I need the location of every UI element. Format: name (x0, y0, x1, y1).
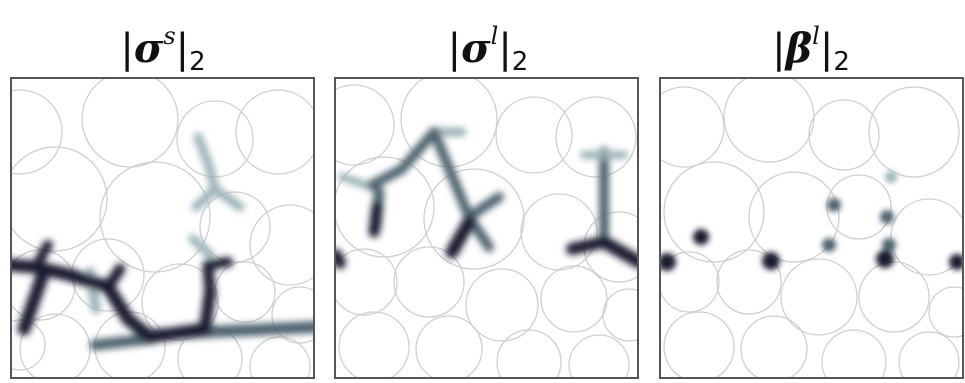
stress-chain (63, 268, 115, 294)
bond-marker (876, 250, 894, 268)
bond-marker (949, 254, 964, 270)
stress-chain (188, 234, 215, 260)
title-symbol: σ (461, 25, 491, 72)
panel-beta-l (659, 77, 964, 379)
panel-sigma-l (334, 77, 639, 379)
panel-title-beta-l: |βl|2 (772, 22, 850, 77)
packing-circles (334, 77, 639, 379)
stress-chain (397, 127, 439, 174)
bond-marker (885, 171, 897, 183)
stress-chain (367, 164, 407, 190)
title-symbol: σ (133, 25, 164, 72)
bond-marker (880, 210, 894, 224)
bond-marker (822, 238, 836, 252)
bond-marker (882, 238, 896, 252)
stress-chain (203, 257, 233, 270)
stress-chain (597, 235, 639, 269)
panel-frame (659, 77, 964, 379)
bond-marker (827, 198, 841, 212)
stress-chain (143, 322, 212, 344)
stress-chain (334, 249, 346, 269)
stress-chain (35, 240, 53, 264)
title-subscript: 2 (189, 47, 206, 77)
panel-title-sigma-l: |σl|2 (447, 22, 529, 77)
stress-chain (193, 132, 213, 168)
title-superscript: s (163, 22, 176, 50)
stress-chain (368, 201, 383, 238)
panel-frame (334, 77, 639, 379)
stress-chain (445, 215, 476, 259)
panel-title-sigma-s: |σs|2 (120, 22, 206, 77)
title-superscript: l (490, 22, 499, 50)
stress-chain (464, 192, 504, 222)
panel-frame (10, 77, 315, 379)
stress-chain (17, 270, 49, 336)
panel-sigma-s (10, 77, 315, 379)
title-symbol: β (785, 25, 813, 72)
stress-chain (338, 173, 376, 191)
title-superscript: l (812, 22, 820, 50)
stress-chain (429, 127, 474, 222)
stress-chain (210, 184, 245, 212)
bond-marker (693, 229, 709, 245)
bond-marker (762, 252, 780, 270)
bond-marker (659, 253, 676, 271)
title-subscript: 2 (511, 47, 529, 77)
stress-chain (89, 333, 156, 351)
title-subscript: 2 (833, 47, 850, 77)
packing-circles (659, 77, 964, 379)
stress-chain (199, 286, 216, 335)
